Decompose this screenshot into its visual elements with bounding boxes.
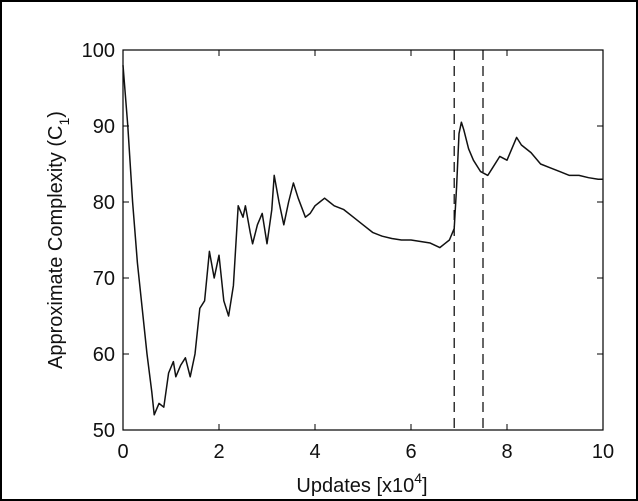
x-tick-label: 0 — [117, 441, 128, 463]
x-tick-label: 2 — [213, 441, 224, 463]
y-tick-label: 100 — [82, 40, 115, 62]
y-tick-label: 60 — [93, 344, 115, 366]
x-tick-label: 4 — [309, 441, 320, 463]
y-tick-label: 70 — [93, 268, 115, 290]
y-tick-label: 80 — [93, 192, 115, 214]
x-axis-label-text: Updates [x10 — [296, 475, 414, 497]
x-axis-label-sup: 4 — [414, 470, 422, 486]
plot-area — [122, 49, 604, 431]
y-axis-label-sub: 1 — [56, 118, 72, 126]
y-tick-label: 50 — [93, 420, 115, 442]
data-line — [122, 65, 603, 416]
y-axis-label: Approximate Complexity (C1) — [45, 111, 72, 369]
y-axis-label-end: ) — [45, 111, 67, 118]
y-axis-label-text: Approximate Complexity (C — [45, 126, 67, 369]
x-axis-label-end: ] — [422, 475, 428, 497]
x-tick-label: 8 — [501, 441, 512, 463]
x-axis-label: Updates [x104] — [296, 470, 427, 497]
y-tick-label: 90 — [93, 116, 115, 138]
x-tick-label: 10 — [592, 441, 614, 463]
x-tick-label: 6 — [405, 441, 416, 463]
